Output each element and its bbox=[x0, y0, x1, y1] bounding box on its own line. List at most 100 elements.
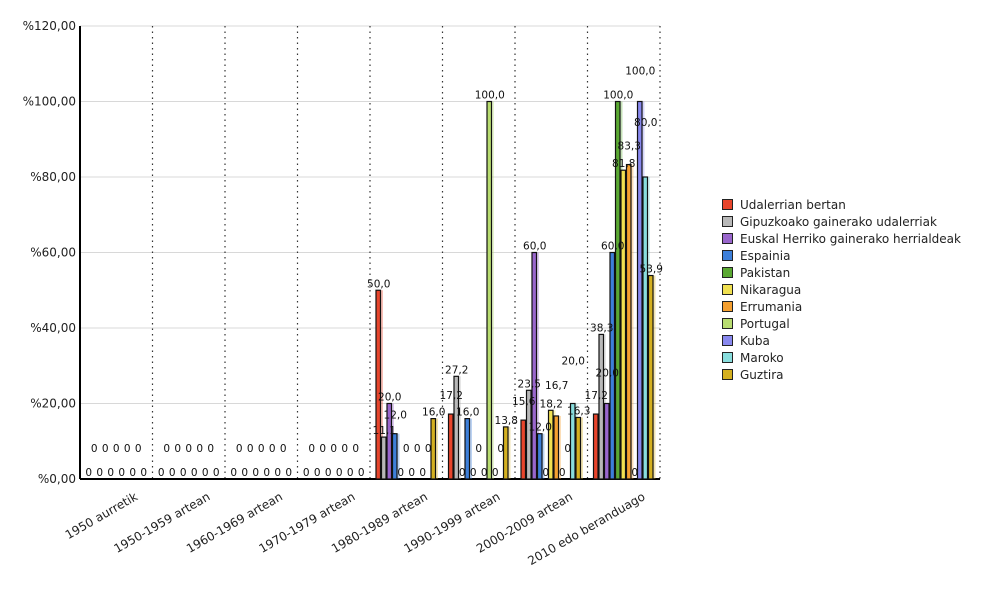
data-label: 0 bbox=[408, 467, 415, 479]
legend-item: Gipuzkoako gainerako udalerriak bbox=[722, 213, 961, 230]
data-label: 0 bbox=[129, 467, 136, 479]
data-label: 0 bbox=[102, 443, 109, 455]
legend-swatch bbox=[722, 233, 733, 244]
data-label: 16,0 bbox=[422, 407, 445, 419]
bar bbox=[502, 426, 509, 480]
legend-swatch bbox=[722, 301, 733, 312]
bar bbox=[531, 251, 538, 480]
data-label: 0 bbox=[341, 443, 348, 455]
legend-label: Gipuzkoako gainerako udalerriak bbox=[740, 214, 937, 229]
bar bbox=[391, 433, 398, 480]
data-label: 0 bbox=[241, 467, 248, 479]
data-label: 100,0 bbox=[475, 90, 505, 102]
legend-item: Errumania bbox=[722, 298, 961, 315]
data-label: 0 bbox=[158, 467, 165, 479]
bar bbox=[598, 333, 605, 480]
data-label: 0 bbox=[631, 467, 638, 479]
data-label: 27,2 bbox=[445, 364, 468, 376]
data-label: 0 bbox=[542, 467, 549, 479]
data-label: 60,0 bbox=[523, 241, 546, 253]
bar bbox=[375, 289, 382, 480]
bar bbox=[453, 375, 460, 480]
data-label: 0 bbox=[397, 467, 404, 479]
y-tick-label: %80,00 bbox=[30, 170, 76, 184]
data-label: 12,0 bbox=[384, 410, 407, 422]
data-label: 0 bbox=[330, 443, 337, 455]
data-label: 81,8 bbox=[612, 158, 635, 170]
data-label: 0 bbox=[285, 467, 292, 479]
legend-item: Nikaragua bbox=[722, 281, 961, 298]
bar bbox=[553, 415, 560, 480]
data-label: 0 bbox=[492, 467, 499, 479]
bar bbox=[592, 413, 599, 480]
data-label: 50,0 bbox=[367, 278, 390, 290]
legend-item: Maroko bbox=[722, 349, 961, 366]
data-label: 60,0 bbox=[601, 241, 624, 253]
legend-swatch bbox=[722, 250, 733, 261]
bar bbox=[625, 163, 632, 480]
data-label: 0 bbox=[118, 467, 125, 479]
data-label: 0 bbox=[169, 467, 176, 479]
data-label: 0 bbox=[213, 467, 220, 479]
data-label: 0 bbox=[358, 467, 365, 479]
data-label: 0 bbox=[308, 443, 315, 455]
legend-label: Kuba bbox=[740, 333, 770, 348]
legend-item: Euskal Herriko gainerako herrialdeak bbox=[722, 230, 961, 247]
data-label: 0 bbox=[425, 443, 432, 455]
legend-swatch bbox=[722, 267, 733, 278]
data-label: 0 bbox=[559, 467, 566, 479]
legend-item: Guztira bbox=[722, 366, 961, 383]
data-label: 100,0 bbox=[603, 90, 633, 102]
data-label: 20,0 bbox=[378, 392, 401, 404]
legend-label: Nikaragua bbox=[740, 282, 802, 297]
data-label: 0 bbox=[85, 467, 92, 479]
y-tick-label: %120,00 bbox=[23, 19, 76, 33]
legend-swatch bbox=[722, 369, 733, 380]
data-label: 0 bbox=[113, 443, 120, 455]
data-label: 0 bbox=[163, 443, 170, 455]
bar bbox=[620, 169, 627, 480]
data-label: 0 bbox=[475, 443, 482, 455]
data-label: 0 bbox=[336, 467, 343, 479]
data-label: 0 bbox=[347, 467, 354, 479]
data-label: 0 bbox=[352, 443, 359, 455]
data-label: 11,1 bbox=[373, 425, 396, 437]
data-label: 0 bbox=[207, 443, 214, 455]
legend-swatch bbox=[722, 216, 733, 227]
data-label: 0 bbox=[403, 443, 410, 455]
data-label: 0 bbox=[135, 443, 142, 455]
bar bbox=[520, 419, 527, 480]
data-label: 16,0 bbox=[456, 407, 479, 419]
bar bbox=[575, 416, 582, 480]
data-label: 23,5 bbox=[518, 378, 541, 390]
legend-label: Pakistan bbox=[740, 265, 791, 280]
legend-label: Guztira bbox=[740, 367, 784, 382]
legend-item: Udalerrian bertan bbox=[722, 196, 961, 213]
data-label: 20,0 bbox=[562, 356, 585, 368]
data-label: 0 bbox=[258, 443, 265, 455]
data-label: 0 bbox=[303, 467, 310, 479]
legend-label: Errumania bbox=[740, 299, 803, 314]
data-label: 0 bbox=[419, 467, 426, 479]
y-tick-label: %60,00 bbox=[30, 246, 76, 260]
data-label: 0 bbox=[91, 443, 98, 455]
data-label: 0 bbox=[180, 467, 187, 479]
legend-label: Maroko bbox=[740, 350, 784, 365]
legend: Udalerrian bertan Gipuzkoako gainerako ud… bbox=[722, 196, 961, 383]
data-label: 16,7 bbox=[545, 380, 568, 392]
data-label: 0 bbox=[252, 467, 259, 479]
bar bbox=[647, 274, 654, 480]
data-label: 0 bbox=[230, 467, 237, 479]
bar bbox=[486, 100, 493, 480]
data-label: 0 bbox=[481, 467, 488, 479]
bar bbox=[386, 402, 393, 480]
legend-label: Euskal Herriko gainerako herrialdeak bbox=[740, 231, 961, 246]
legend-swatch bbox=[722, 335, 733, 346]
legend-swatch bbox=[722, 199, 733, 210]
data-label: 0 bbox=[124, 443, 131, 455]
x-tick-label: 2010 edo beranduago bbox=[525, 489, 647, 568]
data-label: 53,9 bbox=[640, 264, 663, 276]
bar bbox=[603, 402, 610, 480]
